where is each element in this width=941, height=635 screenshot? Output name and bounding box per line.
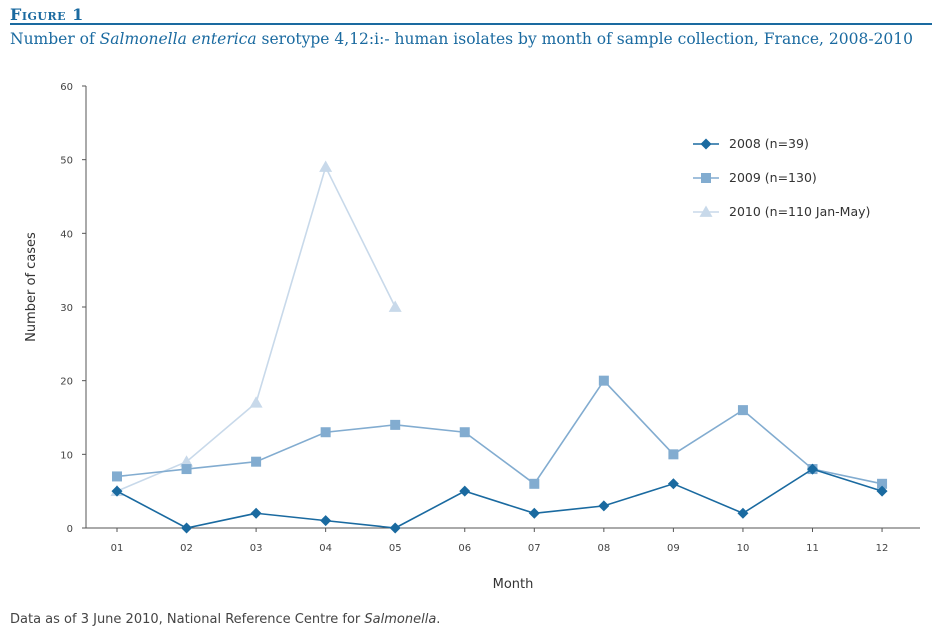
- data-point: [320, 427, 331, 438]
- data-point: [388, 300, 402, 312]
- y-tick-label: 20: [60, 377, 73, 388]
- legend-label: 2010 (n=110 Jan-May): [729, 204, 870, 219]
- data-point: [181, 522, 193, 534]
- figure-title: Number of Salmonella enterica serotype 4…: [10, 30, 913, 48]
- x-tick-labels: 01 02 03 04 05 06 07 08 09 10 11 12: [111, 543, 889, 554]
- x-tick-label: 02: [180, 543, 193, 554]
- data-point: [390, 419, 401, 430]
- data-point: [112, 471, 122, 482]
- x-tick-label: 05: [389, 543, 402, 554]
- x-tick-label: 01: [111, 543, 124, 554]
- data-point: [111, 485, 123, 497]
- x-axis-label: Month: [493, 577, 534, 592]
- series-line: [116, 379, 883, 485]
- y-tick-label: 0: [67, 524, 73, 535]
- legend-marker: [700, 138, 712, 150]
- footer-suffix: .: [436, 612, 441, 627]
- legend: 2008 (n=39) 2009 (n=130) 2010 (n=110 Jan-M…: [693, 136, 870, 219]
- x-tick-label: 11: [806, 543, 819, 554]
- series-square: [112, 375, 888, 489]
- data-point: [528, 507, 540, 519]
- data-point: [529, 478, 540, 489]
- data-point: [737, 405, 748, 416]
- data-point: [251, 456, 262, 467]
- footer-prefix: Data as of 3 June 2010, National Referen…: [10, 612, 365, 627]
- data-point: [737, 507, 749, 519]
- data-point: [459, 485, 471, 497]
- data-point: [250, 507, 262, 519]
- data-point: [319, 160, 333, 172]
- x-tick-label: 09: [667, 543, 680, 554]
- data-point: [249, 396, 263, 408]
- footer-note: Data as of 3 June 2010, National Referen…: [10, 612, 440, 627]
- series-line: [116, 164, 396, 492]
- legend-marker: [701, 173, 711, 183]
- data-point: [181, 464, 192, 475]
- y-axis-label: Number of cases: [24, 232, 39, 342]
- legend-label: 2009 (n=130): [729, 170, 817, 185]
- y-tick-label: 10: [60, 450, 73, 461]
- data-point: [667, 478, 679, 490]
- x-tick-label: 03: [250, 543, 263, 554]
- data-point: [320, 515, 332, 527]
- data-point: [598, 500, 610, 512]
- y-tick-label: 60: [60, 82, 73, 93]
- y-tick-labels: 0 10 20 30 40 50 60: [60, 82, 73, 535]
- x-tick-label: 08: [597, 543, 610, 554]
- x-tick-label: 12: [876, 543, 889, 554]
- data-point: [180, 455, 194, 467]
- x-tick-label: 06: [458, 543, 471, 554]
- footer-italic: Salmonella: [364, 612, 437, 627]
- data-point: [876, 485, 888, 497]
- series-line: [116, 468, 883, 529]
- figure-label: Figure 1: [10, 5, 84, 24]
- legend-label: 2008 (n=39): [729, 136, 809, 151]
- data-point: [598, 375, 609, 386]
- y-tick-label: 30: [60, 303, 73, 314]
- data-point: [389, 522, 401, 534]
- chart-axes: [82, 85, 920, 532]
- data-point: [668, 449, 679, 460]
- x-tick-label: 04: [319, 543, 332, 554]
- series-triangle: [110, 160, 402, 497]
- x-tick-label: 07: [528, 543, 541, 554]
- figure-rule: [10, 23, 932, 25]
- series-group: [110, 160, 888, 534]
- title-prefix: Number of: [10, 30, 100, 48]
- y-tick-label: 50: [60, 156, 73, 167]
- title-species: Salmonella enterica: [99, 30, 257, 48]
- series-diamond: [111, 463, 888, 534]
- data-point: [807, 463, 818, 475]
- y-tick-label: 40: [60, 229, 73, 240]
- title-suffix: serotype 4,12:i:- human isolates by mont…: [256, 30, 914, 48]
- line-chart: 0 10 20 30 40 50 60 01 02 03 04 05 06 07 08 09 10 11 12 M…: [24, 82, 920, 592]
- legend-marker: [699, 205, 713, 217]
- x-tick-label: 10: [737, 543, 750, 554]
- data-point: [877, 478, 888, 489]
- data-point: [459, 427, 470, 438]
